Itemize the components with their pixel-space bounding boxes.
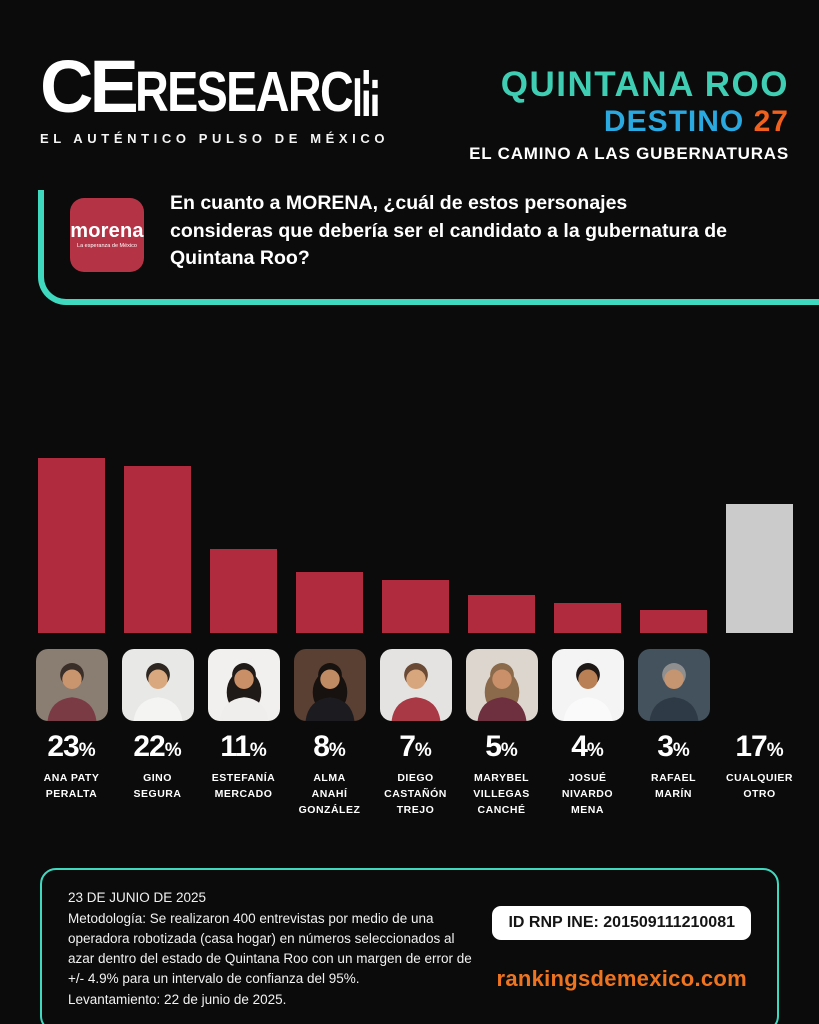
chart-column: 11% ESTEFANÍA MERCADO — [207, 453, 280, 818]
bar — [554, 603, 621, 634]
candidate-photo — [35, 649, 108, 722]
bar — [382, 580, 449, 634]
morena-logo-slogan: La esperanza de México — [77, 242, 137, 249]
candidate-photo — [637, 649, 710, 722]
fieldwork-text: Levantamiento: 22 de junio de 2025. — [68, 991, 287, 1007]
bar-track — [296, 453, 363, 634]
candidate-name: CUALQUIER OTRO — [726, 772, 793, 800]
percentage-label: 11% — [220, 730, 267, 764]
percent-sign: % — [586, 740, 604, 762]
morena-logo: morena La esperanza de México — [70, 198, 144, 272]
bar-track — [38, 453, 105, 634]
percentage-value: 22 — [133, 730, 165, 764]
bar-chart: 23% ANA PATY PERALTA 22% GINO SEGURA — [35, 453, 793, 818]
methodology-text-block: 23 DE JUNIO DE 2025 Metodología: Se real… — [68, 888, 474, 1010]
percentage-value: 23 — [47, 730, 79, 764]
candidate-name: ALMA ANAHÍ GONZÁLEZ — [298, 772, 361, 816]
percent-sign: % — [328, 740, 346, 762]
chart-column: 17% CUALQUIER OTRO — [726, 453, 793, 818]
percent-sign: % — [766, 740, 784, 762]
brand-logo-research: RESEARC — [135, 64, 379, 120]
destino-number: 27 — [753, 104, 789, 138]
footer-right: ID RNP INE: 201509111210081 rankingsdeme… — [492, 888, 755, 1010]
percent-sign: % — [78, 740, 96, 762]
percentage-value: 11 — [220, 730, 251, 764]
percentage-label: 7% — [399, 730, 432, 764]
rnp-id-badge: ID RNP INE: 201509111210081 — [492, 906, 751, 941]
candidate-photo — [551, 649, 624, 722]
candidate-name: RAFAEL MARÍN — [651, 772, 696, 800]
brand-logo-ce: CE — [40, 45, 139, 128]
chart-column: 4% JOSUÉ NIVARDO MENA — [551, 453, 624, 818]
bar — [296, 572, 363, 634]
methodology-box: 23 DE JUNIO DE 2025 Metodología: Se real… — [40, 868, 779, 1024]
percentage-label: 22% — [133, 730, 181, 764]
chart-column: 22% GINO SEGURA — [121, 453, 194, 818]
header-titles: QUINTANA ROO DESTINO 27 EL CAMINO A LAS … — [469, 58, 789, 164]
percentage-label: 23% — [47, 730, 95, 764]
bar-track — [554, 453, 621, 634]
brand-wordmark: CE RESEARC — [40, 45, 432, 128]
bar — [468, 595, 535, 634]
bar-track — [468, 453, 535, 634]
brand-logo: CE RESEARC EL AUTÉNTICO PULSO DE MÉX — [40, 45, 432, 146]
percent-sign: % — [500, 740, 518, 762]
percentage-value: 17 — [735, 730, 767, 764]
candidate-name: MARYBEL VILLEGAS CANCHÉ — [473, 772, 530, 816]
survey-date: 23 DE JUNIO DE 2025 — [68, 890, 207, 906]
state-title: QUINTANA ROO — [500, 65, 789, 104]
destino-label: DESTINO — [603, 104, 745, 138]
candidate-name: ANA PATY PERALTA — [43, 772, 100, 800]
bar-track — [382, 453, 449, 634]
bar — [726, 504, 793, 634]
percentage-value: 7 — [399, 730, 416, 764]
bar-track — [726, 453, 793, 634]
chart-column: 7% DIEGO CASTAÑÓN TREJO — [379, 453, 452, 818]
percentage-label: 4% — [571, 730, 604, 764]
chart-column: 3% RAFAEL MARÍN — [637, 453, 710, 818]
question-box: morena La esperanza de México En cuanto … — [38, 190, 819, 306]
bar — [640, 610, 707, 634]
website-link[interactable]: rankingsdemexico.com — [496, 966, 747, 992]
header: CE RESEARC EL AUTÉNTICO PULSO DE MÉX — [0, 0, 819, 164]
bar — [124, 466, 191, 634]
chart-column: 23% ANA PATY PERALTA — [35, 453, 108, 818]
bar-track — [124, 453, 191, 634]
candidate-name: GINO SEGURA — [133, 772, 182, 800]
candidate-photo — [293, 649, 366, 722]
question-text: En cuanto a MORENA, ¿cuál de estos perso… — [170, 192, 728, 270]
bar — [38, 458, 105, 634]
percentage-label: 5% — [485, 730, 518, 764]
bar — [210, 549, 277, 634]
candidate-photo — [207, 649, 280, 722]
chart-column: 5% MARYBEL VILLEGAS CANCHÉ — [465, 453, 538, 818]
percentage-value: 3 — [657, 730, 674, 764]
percent-sign: % — [249, 740, 267, 762]
candidate-name: ESTEFANÍA MERCADO — [211, 772, 276, 800]
percentage-label: 17% — [735, 730, 783, 764]
candidate-name: JOSUÉ NIVARDO MENA — [561, 772, 614, 816]
candidate-photo — [379, 649, 452, 722]
candidate-name: DIEGO CASTAÑÓN TREJO — [384, 772, 447, 816]
destino-subtitle: DESTINO 27 — [469, 105, 789, 140]
percentage-value: 4 — [571, 730, 588, 764]
percentage-label: 3% — [657, 730, 690, 764]
bar-track — [210, 453, 277, 634]
candidate-photo — [121, 649, 194, 722]
percent-sign: % — [414, 740, 432, 762]
percent-sign: % — [164, 740, 182, 762]
methodology-text: Metodología: Se realizaron 400 entrevist… — [68, 910, 472, 987]
series-subtitle: EL CAMINO A LAS GUBERNATURAS — [469, 144, 789, 163]
bar-chart-h-icon — [354, 69, 379, 116]
candidate-photo — [465, 649, 538, 722]
brand-tagline: EL AUTÉNTICO PULSO DE MÉXICO — [40, 130, 390, 146]
chart-column: 8% ALMA ANAHÍ GONZÁLEZ — [293, 453, 366, 818]
percentage-value: 5 — [485, 730, 502, 764]
percent-sign: % — [672, 740, 690, 762]
percentage-value: 8 — [313, 730, 330, 764]
percentage-label: 8% — [313, 730, 346, 764]
morena-logo-text: morena — [70, 220, 144, 243]
bar-track — [640, 453, 707, 634]
